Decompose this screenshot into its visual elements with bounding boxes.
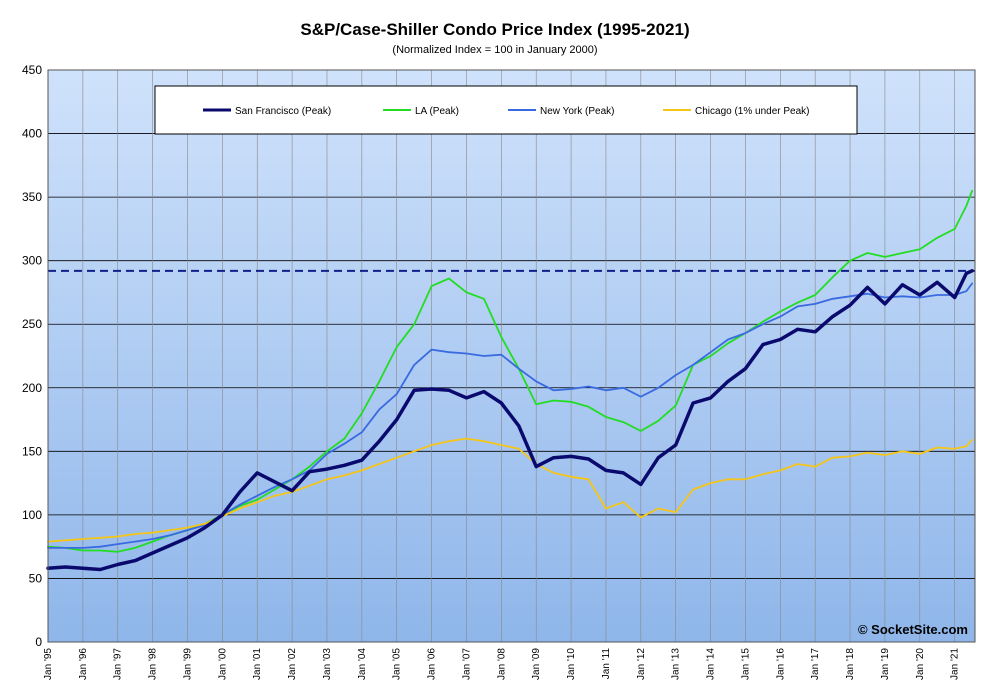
x-tick-label: Jan '97 (113, 648, 124, 680)
y-tick-label: 50 (29, 571, 43, 585)
x-tick-label: Jan '02 (287, 648, 298, 680)
x-tick-label: Jan '04 (357, 648, 368, 680)
y-tick-label: 450 (22, 63, 42, 77)
x-tick-label: Jan '11 (601, 648, 612, 680)
watermark: © SocketSite.com (858, 622, 968, 637)
x-tick-label: Jan '16 (775, 648, 786, 680)
x-tick-label: Jan '19 (880, 648, 891, 680)
x-tick-label: Jan '07 (461, 648, 472, 680)
grid-lines (47, 69, 975, 643)
series-line-0 (46, 269, 974, 572)
x-tick-label: Jan '99 (182, 648, 193, 680)
plot-border (47, 69, 976, 643)
y-tick-label: 350 (22, 190, 42, 204)
legend-label-0: San Francisco (Peak) (235, 106, 331, 117)
legend-label-1: LA (Peak) (415, 106, 459, 117)
series-group (46, 189, 974, 572)
x-tick-label: Jan '06 (427, 648, 438, 680)
y-tick-label: 250 (22, 317, 42, 331)
y-tick-label: 300 (22, 254, 42, 268)
x-tick-label: Jan '98 (148, 648, 159, 680)
y-tick-label: 150 (22, 444, 42, 458)
x-tick-label: Jan '96 (78, 648, 89, 680)
x-tick-label: Jan '08 (496, 648, 507, 680)
legend-label-3: Chicago (1% under Peak) (695, 106, 810, 117)
x-tick-label: Jan '10 (566, 648, 577, 680)
x-tick-label: Jan '17 (810, 648, 821, 680)
x-tick-label: Jan '18 (845, 648, 856, 680)
x-tick-label: Jan '13 (671, 648, 682, 680)
series-line-3 (47, 437, 973, 543)
y-tick-label: 200 (22, 381, 42, 395)
x-tick-label: Jan '15 (740, 648, 751, 680)
legend-box (154, 85, 858, 135)
chart-title: S&P/Case-Shiller Condo Price Index (1995… (300, 20, 690, 39)
x-tick-label: Jan '00 (217, 648, 228, 680)
x-tick-label: Jan '05 (392, 648, 403, 680)
y-tick-label: 400 (22, 127, 42, 141)
legend-label-2: New York (Peak) (540, 106, 614, 117)
y-tick-label: 100 (22, 508, 42, 522)
x-tick-label: Jan '09 (531, 648, 542, 680)
axis-labels: 0 50 100 150 200 250 300 350 400 450 Jan '95 Jan '9… (22, 63, 961, 680)
x-tick-label: Jan '03 (322, 648, 333, 680)
x-tick-label: Jan '12 (636, 648, 647, 680)
x-tick-label: Jan '01 (252, 648, 263, 680)
legend: San Francisco (Peak) LA (Peak) New York (P… (154, 85, 858, 135)
x-tick-label: Jan '95 (43, 648, 54, 680)
x-tick-label: Jan '20 (915, 648, 926, 680)
y-tick-label: 0 (35, 635, 42, 649)
x-tick-label: Jan '14 (706, 648, 717, 680)
series-line-2 (47, 282, 973, 549)
chart-subtitle: (Normalized Index = 100 in January 2000) (392, 44, 598, 56)
x-tick-label: Jan '21 (950, 648, 961, 680)
